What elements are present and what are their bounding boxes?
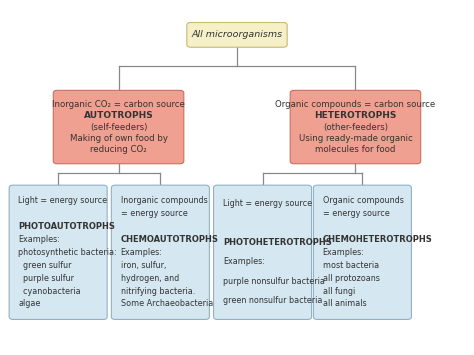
- Text: Making of own food by: Making of own food by: [70, 133, 167, 143]
- Text: nitrifying bacteria.: nitrifying bacteria.: [121, 286, 195, 295]
- Text: Light = energy source: Light = energy source: [18, 196, 108, 205]
- Text: Examples:: Examples:: [18, 235, 60, 244]
- FancyBboxPatch shape: [53, 91, 184, 164]
- Text: Inorganic CO₂ = carbon source: Inorganic CO₂ = carbon source: [52, 100, 185, 109]
- Text: CHEMOAUTOTROPHS: CHEMOAUTOTROPHS: [121, 235, 219, 244]
- Text: photosynthetic bacteria:: photosynthetic bacteria:: [18, 248, 117, 257]
- Text: iron, sulfur,: iron, sulfur,: [121, 261, 166, 270]
- Text: most bacteria: most bacteria: [323, 261, 379, 270]
- Text: hydrogen, and: hydrogen, and: [121, 274, 179, 283]
- Text: reducing CO₂: reducing CO₂: [90, 145, 147, 154]
- Text: algae: algae: [18, 299, 41, 308]
- Text: Organic compounds: Organic compounds: [323, 196, 403, 205]
- Text: Light = energy source: Light = energy source: [223, 200, 312, 208]
- FancyBboxPatch shape: [111, 185, 210, 320]
- FancyBboxPatch shape: [290, 91, 421, 164]
- Text: Organic compounds = carbon source: Organic compounds = carbon source: [275, 100, 436, 109]
- FancyBboxPatch shape: [187, 22, 287, 47]
- Text: molecules for food: molecules for food: [315, 145, 396, 154]
- FancyBboxPatch shape: [214, 185, 311, 320]
- Text: = energy source: = energy source: [323, 209, 390, 218]
- Text: purple sulfur: purple sulfur: [18, 274, 74, 283]
- Text: CHEMOHETEROTROPHS: CHEMOHETEROTROPHS: [323, 235, 432, 244]
- Text: Using ready-made organic: Using ready-made organic: [299, 133, 412, 143]
- Text: = energy source: = energy source: [121, 209, 187, 218]
- Text: green nonsulfur bacteria: green nonsulfur bacteria: [223, 296, 322, 305]
- Text: Some Archaeobacteria: Some Archaeobacteria: [121, 299, 213, 308]
- Text: HETEROTROPHS: HETEROTROPHS: [314, 111, 397, 120]
- Text: AUTOTROPHS: AUTOTROPHS: [84, 111, 154, 120]
- Text: all fungi: all fungi: [323, 286, 355, 295]
- Text: (other-feeders): (other-feeders): [323, 122, 388, 132]
- FancyBboxPatch shape: [313, 185, 411, 320]
- Text: Examples:: Examples:: [121, 248, 163, 257]
- Text: green sulfur: green sulfur: [18, 261, 72, 270]
- Text: Examples:: Examples:: [323, 248, 365, 257]
- Text: PHOTOHETEROTROPHS: PHOTOHETEROTROPHS: [223, 238, 332, 247]
- Text: all animals: all animals: [323, 299, 366, 308]
- FancyBboxPatch shape: [9, 185, 107, 320]
- Text: (self-feeders): (self-feeders): [90, 122, 147, 132]
- Text: All microorganisms: All microorganisms: [191, 31, 283, 39]
- Text: Inorganic compounds: Inorganic compounds: [121, 196, 208, 205]
- Text: Examples:: Examples:: [223, 257, 264, 267]
- Text: PHOTOAUTOTROPHS: PHOTOAUTOTROPHS: [18, 222, 115, 231]
- Text: purple nonsulfur bacteria: purple nonsulfur bacteria: [223, 277, 325, 286]
- Text: all protozoans: all protozoans: [323, 274, 380, 283]
- Text: cyanobacteria: cyanobacteria: [18, 286, 81, 295]
